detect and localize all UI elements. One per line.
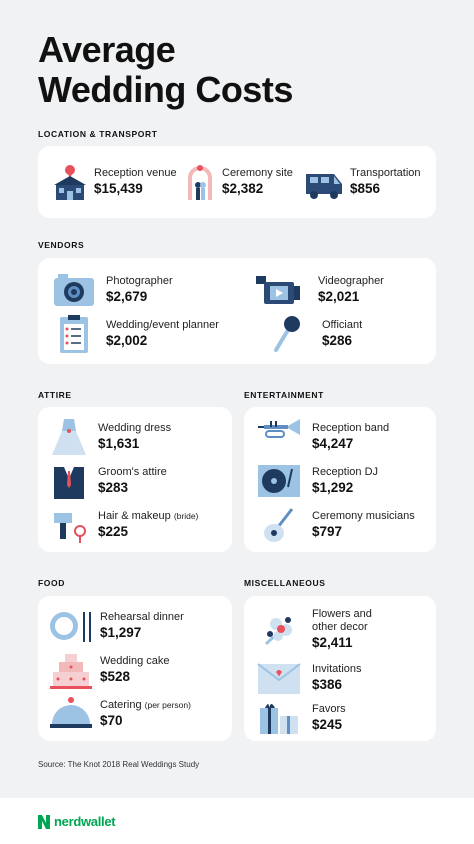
item-label: Catering (per person) [100,699,191,711]
item-value: $2,382 [222,181,264,196]
van-icon [304,162,344,202]
item-value: $4,247 [312,436,354,451]
item-value: $2,021 [318,289,360,304]
item-label: Hair & makeup (bride) [98,510,199,522]
item-ceremony-musicians: Ceremony musicians $797 [256,505,415,545]
item-reception-venue: Reception venue $15,439 [52,162,177,202]
turntable-icon [256,461,304,501]
plate-icon [48,606,94,646]
item-wedding-cake: Wedding cake $528 [48,650,170,690]
item-label: Wedding/event planner [106,319,219,331]
page-title: Average Wedding Costs [38,30,293,110]
item-hair-makeup: Hair & makeup (bride) $225 [50,505,198,545]
item-value: $15,439 [94,181,143,196]
item-value: $283 [98,480,129,495]
item-label: Transportation [350,167,421,179]
item-event-planner: Wedding/event planner $2,002 [52,314,219,354]
item-label-line2: other decor [312,621,368,633]
item-catering: Catering (per person) $70 [48,694,191,734]
gift-icon [256,698,304,738]
item-label: Videographer [318,275,384,287]
item-value: $225 [98,524,129,539]
item-value: $386 [312,677,343,692]
item-value: $1,292 [312,480,354,495]
item-transportation: Transportation $856 [304,162,421,202]
item-value: $1,631 [98,436,140,451]
suit-icon [50,461,88,501]
video-camera-icon [254,270,304,310]
section-food: FOOD [38,578,65,588]
item-label: Reception venue [94,167,177,179]
item-label: Groom's attire [98,466,167,478]
item-favors: Favors $245 [256,698,346,738]
trumpet-icon [256,417,304,457]
item-grooms-attire: Groom's attire $283 [50,461,167,501]
location-card: Reception venue $15,439 Ceremony site $2… [38,146,436,218]
house-icon [52,162,88,202]
entertainment-card: Reception band $4,247 Reception DJ $1,29… [244,407,436,552]
item-value: $528 [100,669,131,684]
item-officiant: Officiant $286 [268,314,362,354]
section-entertainment: ENTERTAINMENT [244,390,324,400]
item-value: $245 [312,717,343,732]
item-photographer: Photographer $2,679 [52,270,173,310]
item-value: $2,411 [312,635,353,650]
arch-icon [184,162,216,202]
title-line-2: Wedding Costs [38,69,293,110]
hairdryer-icon [50,505,88,545]
item-label: Reception DJ [312,466,379,478]
item-value: $2,679 [106,289,148,304]
item-invitations: Invitations $386 [256,658,362,698]
item-label: Ceremony musicians [312,510,415,522]
item-note: (bride) [173,511,199,521]
section-vendors: VENDORS [38,240,85,250]
item-label: Rehearsal dinner [100,611,184,623]
item-reception-dj: Reception DJ $1,292 [256,461,378,501]
item-label: Ceremony site [222,167,293,179]
item-wedding-dress: Wedding dress $1,631 [50,417,171,457]
section-location-transport: LOCATION & TRANSPORT [38,129,158,139]
vendors-card: Photographer $2,679 Videographer $2,021 … [38,258,436,364]
item-reception-band: Reception band $4,247 [256,417,389,457]
attire-card: Wedding dress $1,631 Groom's attire $283… [38,407,232,552]
item-label: Wedding cake [100,655,170,667]
item-label: Favors [312,703,346,715]
item-value: $856 [350,181,381,196]
item-ceremony-site: Ceremony site $2,382 [184,162,293,202]
dress-icon [50,417,88,457]
cake-icon [48,650,94,690]
item-value: $797 [312,524,343,539]
item-flowers-decor: Flowers and other decor $2,411 [256,608,372,651]
item-rehearsal-dinner: Rehearsal dinner $1,297 [48,606,184,646]
item-value: $2,002 [106,333,148,348]
guitar-icon [256,505,304,545]
nerdwallet-logo-icon [38,814,50,829]
item-label: Reception band [312,422,390,434]
food-card: Rehearsal dinner $1,297 Wedding cake $52… [38,596,232,741]
item-label: Officiant [322,319,363,331]
brand-name: nerdwallet [54,814,116,829]
title-line-1: Average [38,29,176,70]
misc-card: Flowers and other decor $2,411 Invitatio… [244,596,436,741]
section-miscellaneous: MISCELLANEOUS [244,578,326,588]
item-value: $1,297 [100,625,142,640]
flowers-icon [256,610,304,650]
item-value: $70 [100,713,123,728]
item-label: Invitations [312,663,362,675]
item-value: $286 [322,333,353,348]
microphone-icon [268,314,304,354]
envelope-icon [256,658,304,698]
footer: nerdwallet [0,798,474,844]
cloche-icon [48,694,94,734]
section-attire: ATTIRE [38,390,72,400]
item-note: (per person) [144,700,191,710]
camera-icon [52,270,96,310]
item-label: Wedding dress [98,422,172,434]
item-videographer: Videographer $2,021 [254,270,384,310]
item-label: Flowers and [312,608,372,620]
clipboard-icon [52,314,96,354]
item-label: Photographer [106,275,173,287]
brand-logo: nerdwallet [38,814,116,829]
source-note: Source: The Knot 2018 Real Weddings Stud… [38,760,200,769]
